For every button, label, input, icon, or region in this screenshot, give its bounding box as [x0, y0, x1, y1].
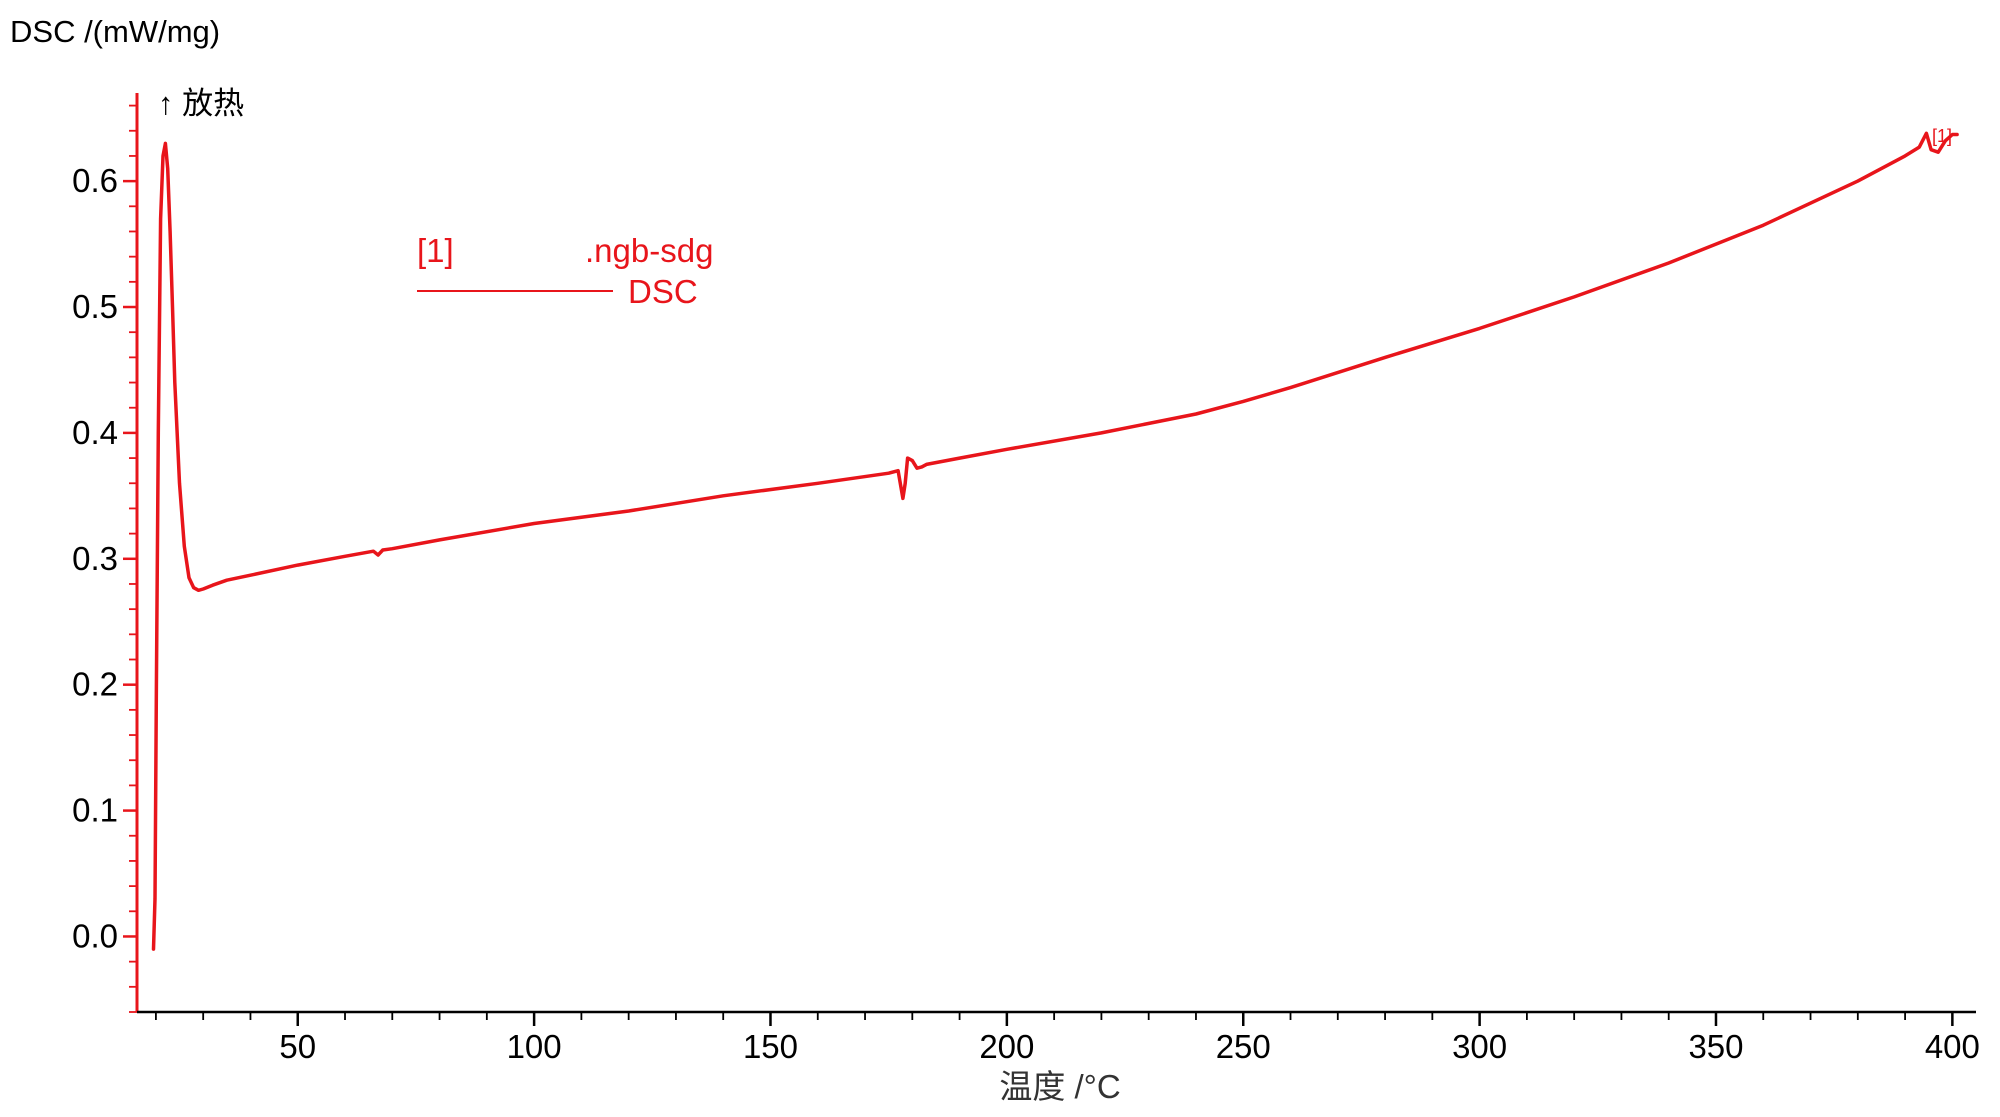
x-tick-label: 50 [279, 1028, 316, 1065]
legend-tag: [1] [417, 232, 454, 269]
x-tick-label: 150 [743, 1028, 798, 1065]
legend-series-label: DSC [628, 273, 698, 310]
x-tick-label: 350 [1688, 1028, 1743, 1065]
exo-label: ↑ 放热 [158, 86, 244, 121]
y-axis-title: DSC /(mW/mg) [10, 14, 220, 49]
series-group [151, 131, 1959, 951]
y-tick-label: 0.6 [72, 162, 118, 199]
legend-file: .ngb-sdg [585, 232, 713, 269]
y-ticks: 0.0 0.1 0.2 0.3 0.4 0.5 0.6 [72, 104, 137, 1013]
y-tick-label: 0.4 [72, 414, 118, 451]
x-ticks: 50 100 150 200 250 300 350 400 [155, 1012, 1980, 1065]
x-tick-label: 200 [979, 1028, 1034, 1065]
x-tick-label: 400 [1925, 1028, 1980, 1065]
y-tick-label: 0.0 [72, 917, 118, 954]
x-tick-label: 250 [1216, 1028, 1271, 1065]
x-tick-label: 300 [1452, 1028, 1507, 1065]
x-axis-title: 温度 /°C [999, 1068, 1120, 1105]
x-tick-label: 100 [507, 1028, 562, 1065]
legend: [1] .ngb-sdg DSC [417, 232, 713, 310]
y-tick-label: 0.5 [72, 288, 118, 325]
series-line-dsc [151, 131, 1959, 951]
end-marker-label: [1] [1932, 126, 1952, 146]
y-tick-label: 0.3 [72, 540, 118, 577]
y-tick-label: 0.1 [72, 792, 118, 829]
y-tick-label: 0.2 [72, 666, 118, 703]
